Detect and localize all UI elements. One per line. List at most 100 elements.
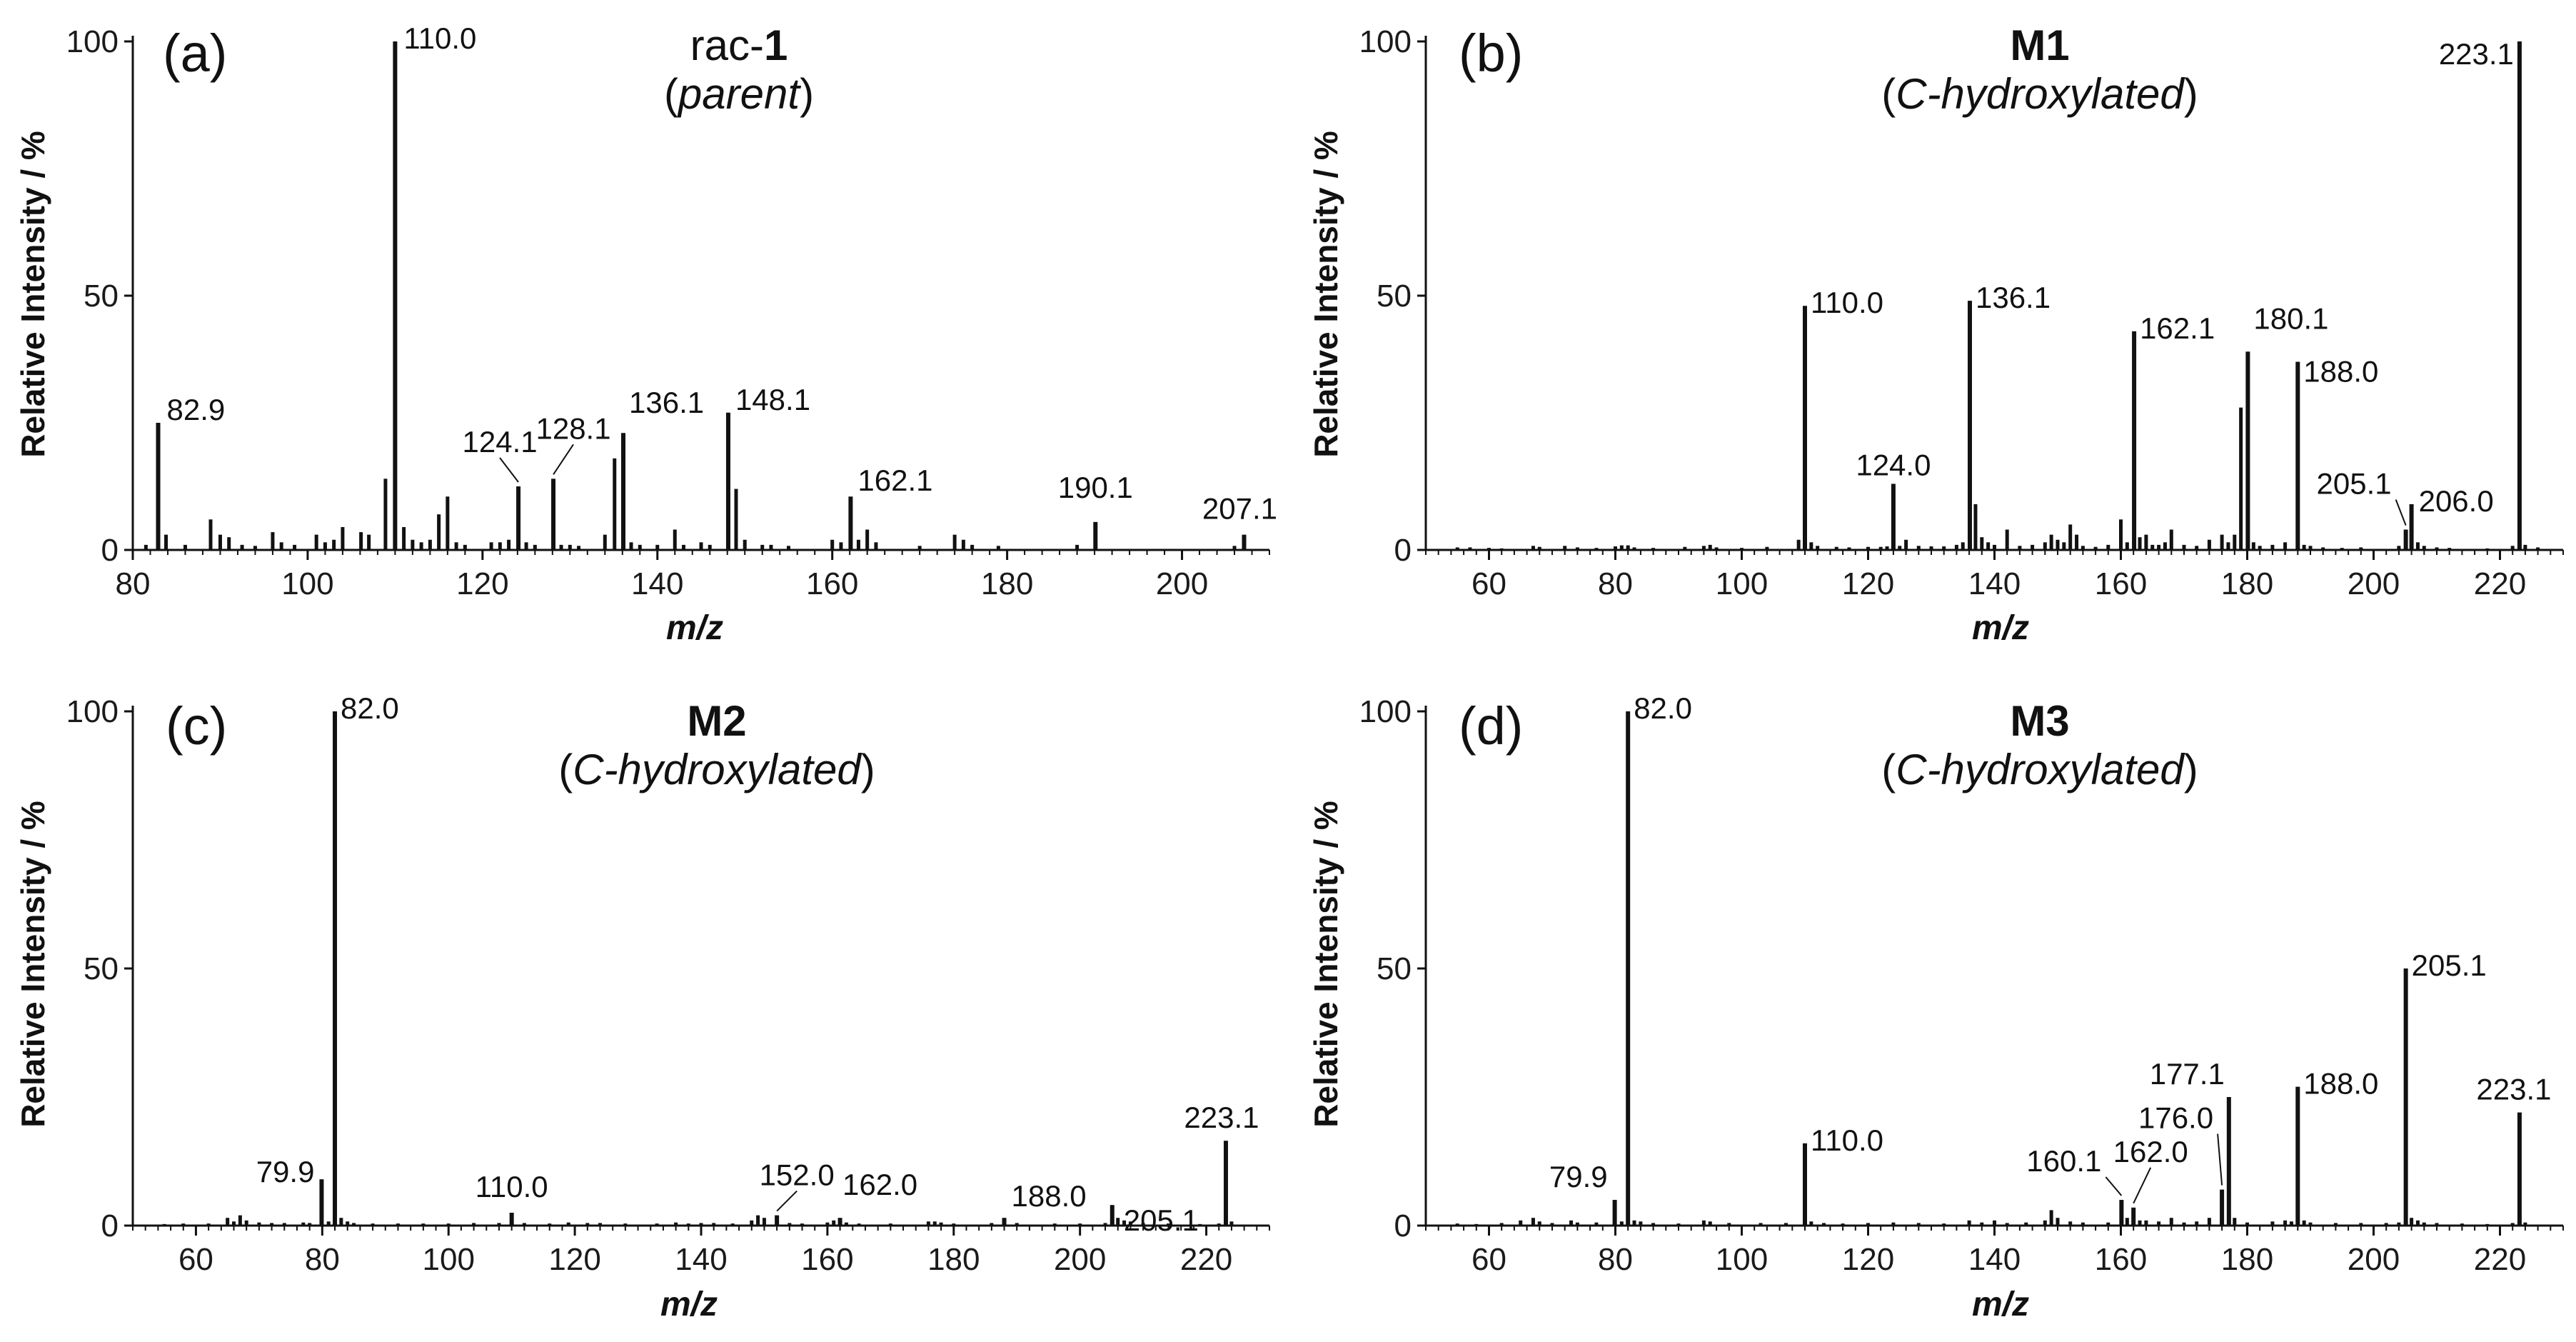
panel-c-peak-minor (1116, 1218, 1120, 1226)
panel-a-peak-minor (603, 534, 607, 550)
panel-c-peak-minor (1198, 1223, 1202, 1226)
panel-b-peak-minor (1980, 537, 1984, 550)
panel-d-peak-minor (2302, 1220, 2306, 1226)
panel-c-ytick-label: 0 (101, 1208, 119, 1243)
panel-d-peak-minor (2056, 1218, 2060, 1226)
panel-a-peak-minor (856, 539, 860, 550)
panel-b-peak-minor (2485, 548, 2490, 550)
panel-a-peak-minor (961, 539, 965, 550)
panel-c-peak-minor (844, 1222, 848, 1226)
panel-d-peak-minor (2245, 1222, 2249, 1226)
panel-a-peak-minor (699, 542, 703, 550)
panel-a-peak-minor (917, 546, 922, 550)
panel-c-peak-label: 188.0 (1012, 1179, 1087, 1213)
panel-c-peak-minor (756, 1215, 760, 1226)
panel-b-peak-minor (1708, 544, 1712, 550)
panel-d-peak-minor (2384, 1223, 2388, 1226)
panel-a-peak-minor (489, 542, 493, 550)
panel-d-peak-minor (1639, 1221, 1643, 1226)
panel-d-peak-label: 110.0 (1811, 1123, 1883, 1157)
panel-b-peak-minor (1834, 546, 1838, 550)
panel-a-peak-minor (314, 534, 318, 550)
panel-c-peak-minor (352, 1223, 356, 1226)
panel-a-peak-minor (367, 534, 371, 550)
panel-b-peak-minor (2195, 546, 2199, 550)
panel-b-peak-minor (2093, 546, 2098, 550)
panel-d-peak-minor (1651, 1223, 1656, 1226)
panel-d-peak-223_1 (2517, 1112, 2522, 1226)
panel-c-peak-minor (421, 1223, 426, 1226)
panel-b-peak-minor (2233, 534, 2237, 550)
panel-c-peak-minor (181, 1223, 186, 1226)
panel-c-peak-minor (939, 1222, 943, 1226)
panel-c-peak-minor (788, 1223, 792, 1226)
panel-c-ytick-label: 100 (66, 694, 119, 729)
panel-d-leader-176_0 (2217, 1133, 2223, 1186)
panel-c-subtitle: (C-hydroxylated) (558, 746, 875, 793)
panel-c-peak-minor (472, 1223, 476, 1226)
panel-c-peak-minor (497, 1223, 501, 1226)
panel-d-peak-minor (2068, 1221, 2073, 1226)
panel-a-ylabel: Relative Intensity / % (14, 131, 51, 458)
panel-b-peak-minor (2068, 524, 2073, 550)
panel-d-subtitle-text: C-hydroxylated (1896, 746, 2185, 793)
panel-b-peak-minor (2251, 542, 2255, 550)
panel-a-peak-minor (1075, 544, 1080, 550)
panel-b-peak-minor (1816, 546, 1820, 550)
panel-b-peak-minor (1898, 546, 1902, 550)
panel-a-xtick-label: 80 (116, 566, 151, 601)
panel-c-peak-minor (932, 1221, 937, 1226)
panel-b-peak-124_0 (1891, 484, 1896, 550)
panel-b-peak-minor (2397, 546, 2401, 550)
panel-c-peak-minor (585, 1223, 590, 1226)
panel-b-xtick-label: 80 (1598, 566, 1633, 601)
panel-a-peak-minor (323, 542, 327, 550)
panel-d-peak-minor (1676, 1223, 1681, 1226)
panel-d-peak-minor (1575, 1222, 1579, 1226)
panel-c-peak-minor (308, 1223, 312, 1226)
panel-c-peak-minor (232, 1221, 236, 1226)
panel-d-peak-minor (1783, 1223, 1788, 1226)
panel-b-peak-minor (1468, 547, 1472, 550)
panel-c-peak-minor (301, 1222, 306, 1226)
panel-c-peak-minor (339, 1218, 343, 1226)
panel-b-peak-minor (1942, 546, 1946, 550)
panel-a-peak-label: 136.1 (629, 386, 704, 419)
panel-a-xtick-label: 180 (981, 566, 1033, 601)
panel-b-title: M1 (2010, 21, 2069, 69)
panel-c-xtick-label: 80 (305, 1242, 340, 1277)
panel-a-peak-110_0 (393, 41, 398, 550)
panel-c-peak-minor (548, 1223, 552, 1226)
panel-b-peak-label: 206.0 (2419, 484, 2494, 518)
panel-b-ytick-label: 100 (1359, 24, 1412, 59)
panel-b-peak-minor (2510, 546, 2515, 550)
panel-d-peak-minor (2182, 1222, 2186, 1226)
panel-b-xtick-label: 120 (1842, 566, 1894, 601)
panel-d-ytick-label: 100 (1359, 694, 1412, 729)
panel-b-xlabel: m/z (1972, 609, 2029, 647)
panel-d-peak-label: 188.0 (2303, 1067, 2378, 1101)
panel-b-peak-minor (1904, 539, 1908, 550)
panel-a-title: rac-1 (690, 21, 788, 69)
panel-c-peak-minor (206, 1223, 211, 1226)
panel-b-peak-223_1 (2517, 41, 2522, 550)
panel-b-peak-minor (2523, 544, 2527, 550)
panel-b-peak-minor (2075, 534, 2079, 550)
panel-b-peak-label: 180.1 (2253, 301, 2328, 335)
panel-a-peak-minor (341, 526, 345, 550)
panel-c-peak-minor (446, 1223, 451, 1226)
panel-a-xtick-label: 160 (806, 566, 858, 601)
panel-a-peak-minor (437, 514, 441, 550)
panel-b-peak-minor (1594, 548, 1599, 550)
panel-a-peak-label: 207.1 (1202, 492, 1277, 526)
panel-d-peak-minor (1916, 1223, 1921, 1226)
panel-c-peak-minor (1217, 1223, 1221, 1226)
panel-d-peak-minor (2157, 1221, 2161, 1226)
panel-a-peak-minor (996, 546, 1000, 550)
panel-b-xtick-label: 180 (2221, 566, 2273, 601)
panel-d-peak-minor (1942, 1223, 1946, 1226)
panel-b-peak-minor (2005, 529, 2009, 550)
panel-c-peak-minor (566, 1222, 570, 1226)
